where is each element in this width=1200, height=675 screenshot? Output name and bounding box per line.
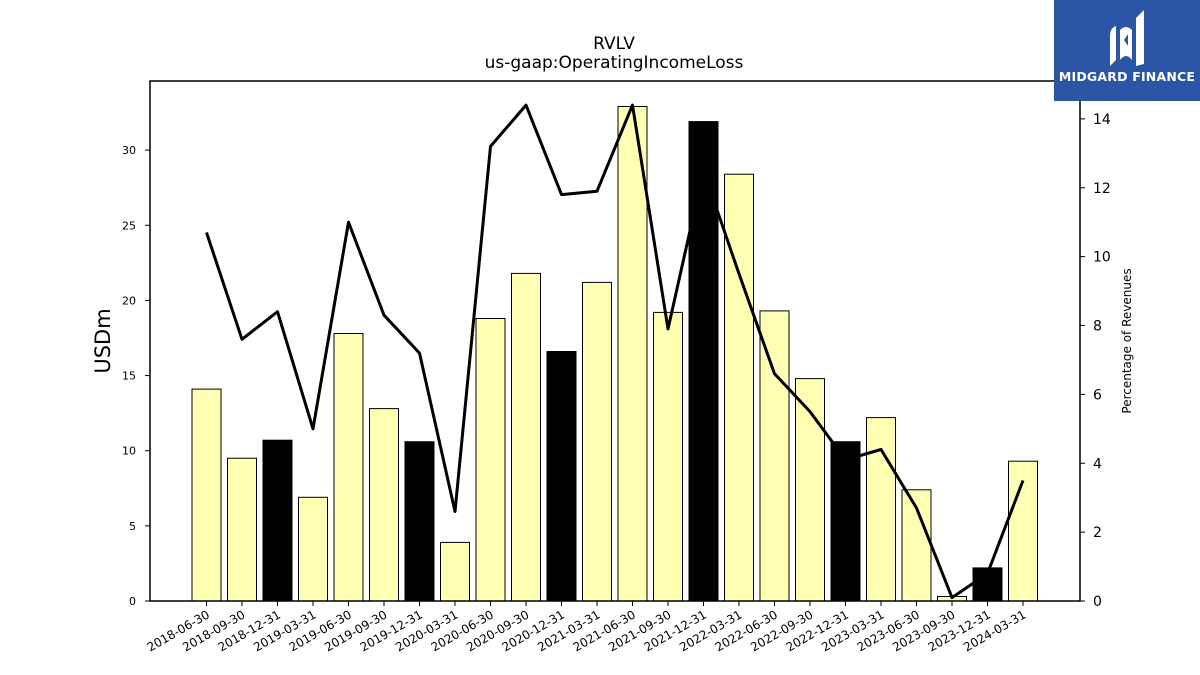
y2-tick-label: 8	[1093, 319, 1102, 335]
y-tick-label: 10	[122, 445, 136, 458]
chart-subtitle: us-gaap:OperatingIncomeLoss	[485, 53, 744, 73]
y2-tick-label: 4	[1093, 456, 1102, 472]
bar	[369, 408, 399, 602]
bar	[262, 439, 293, 602]
percentage-line	[205, 103, 1025, 600]
bar	[759, 310, 790, 602]
bar	[724, 173, 754, 602]
bar	[546, 351, 577, 602]
bar	[333, 333, 364, 602]
bar	[191, 388, 222, 602]
bar	[653, 311, 683, 602]
y-tick-label: 0	[129, 595, 136, 608]
y-tick-label: 5	[129, 520, 136, 533]
bar	[795, 378, 825, 602]
y2-tick-label: 0	[1093, 594, 1102, 610]
bar	[688, 121, 719, 602]
bar	[227, 457, 257, 602]
y2-tick-label: 2	[1093, 525, 1102, 541]
bar	[475, 318, 506, 602]
bar	[866, 417, 896, 602]
bar	[511, 272, 541, 602]
midgard-logo-icon	[1110, 10, 1144, 66]
bar	[298, 496, 328, 602]
plot-frame	[149, 80, 1081, 602]
bar	[582, 281, 612, 602]
y2-axis-label: Percentage of Revenues	[1120, 268, 1134, 413]
bar	[617, 106, 648, 602]
chart-title: RVLV	[593, 34, 635, 54]
bar	[440, 541, 470, 602]
logo-text: MIDGARD FINANCE	[1058, 69, 1196, 84]
y-tick-label: 20	[122, 294, 136, 307]
bars-group	[191, 106, 1038, 602]
y-axis-label: USDm	[91, 308, 115, 373]
bar	[830, 441, 861, 602]
y-tick-label: 25	[122, 219, 136, 232]
y2-tick-label: 6	[1093, 387, 1102, 403]
y-tick-label: 15	[122, 370, 136, 383]
bar	[404, 441, 435, 602]
line-group	[205, 103, 1025, 600]
y2-tick-label: 10	[1093, 250, 1111, 266]
y2-tick-label: 14	[1093, 112, 1111, 128]
y-tick-label: 30	[122, 144, 136, 157]
y2-tick-label: 12	[1093, 181, 1111, 197]
brand-logo: MIDGARD FINANCE	[1054, 0, 1200, 101]
